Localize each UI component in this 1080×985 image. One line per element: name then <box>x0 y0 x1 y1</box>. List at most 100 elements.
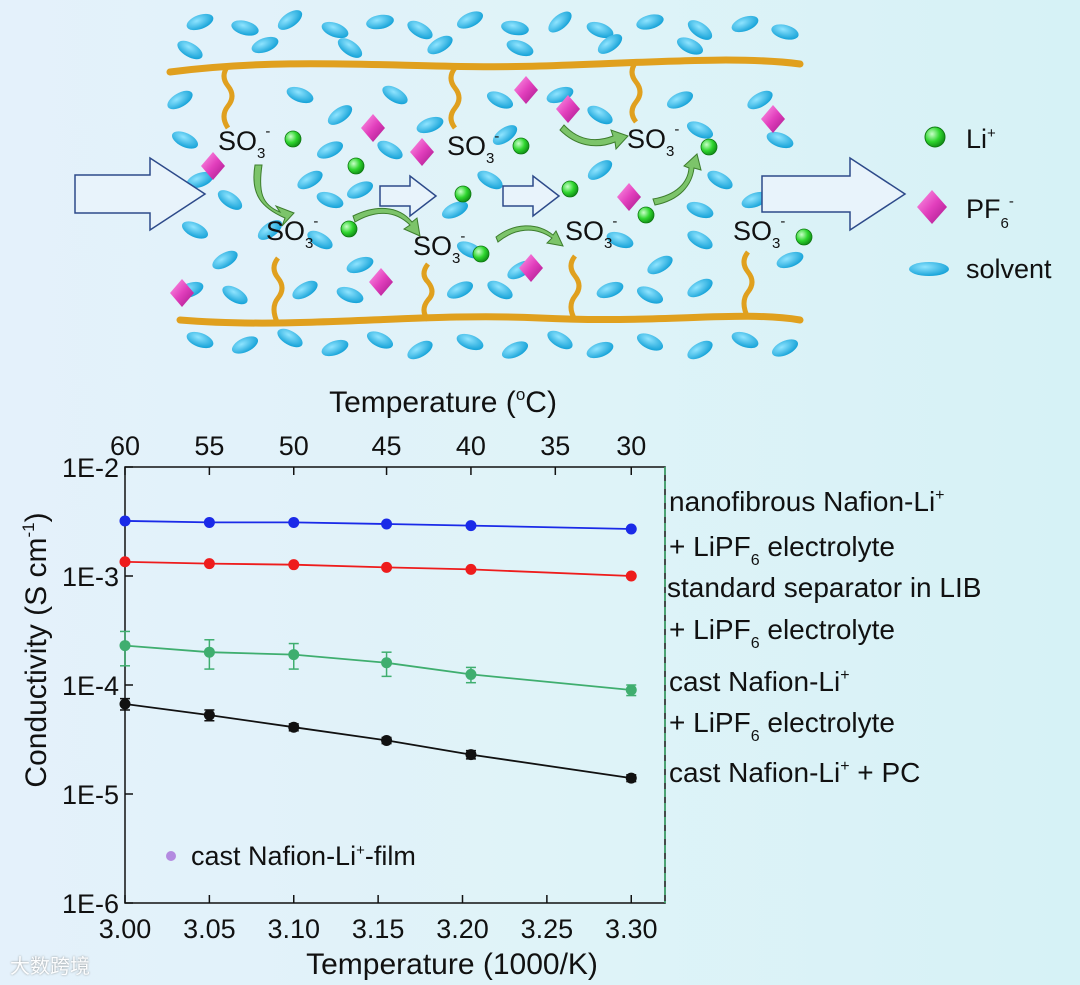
solvent-molecule <box>666 91 694 109</box>
solvent-molecule <box>747 90 773 110</box>
solvent-molecule <box>177 40 203 60</box>
lithium-ion-icon <box>512 137 530 155</box>
data-point <box>381 561 393 573</box>
series-line <box>124 560 632 577</box>
solvent-molecule <box>186 331 214 349</box>
solvent-molecule <box>382 85 408 105</box>
label-cast-line1: cast Nafion-Li+ <box>669 666 850 697</box>
x-tick-label: 3.10 <box>267 914 320 944</box>
hopping-arrow-icon <box>253 164 295 227</box>
ions <box>170 76 813 307</box>
solvent-molecule <box>492 125 518 145</box>
series-line <box>124 703 632 779</box>
data-point <box>119 640 131 652</box>
solvent-molecule <box>676 37 704 55</box>
hopping-arrow-icon <box>495 225 564 247</box>
solvent-molecule <box>687 230 713 250</box>
sulfonate-label: SO3- <box>266 213 318 252</box>
data-point <box>119 515 131 527</box>
y-axis-title: Conductivity (S cm-1) <box>19 512 53 787</box>
transport-schematic: SO3- SO3- SO3- SO3- SO3- SO3- SO3- <box>74 10 907 360</box>
solvent-molecule <box>416 116 444 134</box>
pf6-anion-icon <box>361 114 385 142</box>
solvent-molecule <box>181 221 209 239</box>
solvent-molecule <box>456 11 484 29</box>
lithium-ion-icon <box>795 228 813 246</box>
x2-tick-label: 45 <box>372 431 402 461</box>
legend-pf6-label: PF6- <box>966 193 1014 232</box>
solvent-molecule <box>731 15 759 33</box>
solvent-molecule <box>501 341 529 359</box>
solvent-molecule <box>307 230 333 250</box>
x-tick-label: 3.25 <box>521 914 574 944</box>
y-axis: 1E-2 1E-3 1E-4 1E-5 1E-6 <box>62 453 133 919</box>
solvent-molecule <box>446 281 474 299</box>
polymer-backbone-bottom <box>176 312 804 327</box>
data-point <box>203 709 215 721</box>
pf6-anion-icon <box>170 279 194 307</box>
solvent-molecule <box>222 285 248 305</box>
solvent-molecule <box>377 140 403 160</box>
solvent-molecule <box>776 251 804 269</box>
watermark: 大数跨境 <box>10 954 90 978</box>
solvent-molecule <box>231 336 259 354</box>
side-chain <box>448 66 462 130</box>
solvent-molecule <box>731 331 759 349</box>
side-chain <box>421 262 435 322</box>
data-point <box>119 698 131 710</box>
x-tick-label: 3.20 <box>436 914 489 944</box>
x2-tick-label: 35 <box>540 431 570 461</box>
flow-arrow-small-icon <box>379 174 438 218</box>
solvent-molecule <box>687 20 713 40</box>
series-1 <box>119 556 637 582</box>
solvent-molecule <box>486 91 514 109</box>
side-chain <box>568 254 582 322</box>
solvent-molecule <box>231 20 259 36</box>
solvent-molecule <box>286 86 314 104</box>
data-point <box>625 772 637 784</box>
pf6-anion-icon <box>201 152 225 180</box>
label-separator-line2: + LiPF6 electrolyte <box>669 614 895 652</box>
solvent-molecule <box>547 330 573 350</box>
data-point <box>288 721 300 733</box>
solvent-molecule <box>297 170 323 190</box>
data-point <box>381 657 393 669</box>
solvent-molecule <box>257 220 283 240</box>
solvent-molecule <box>316 141 344 159</box>
solvent-molecule <box>587 105 613 125</box>
sulfonate-label: SO3- <box>627 121 679 160</box>
sulfonate-label: SO3- <box>733 213 785 252</box>
data-point <box>625 523 637 535</box>
solvent-molecule <box>321 339 349 357</box>
solvent-molecule <box>292 280 318 300</box>
x-tick-label: 3.15 <box>352 914 405 944</box>
series-labels: nanofibrous Nafion-Li+ + LiPF6 electroly… <box>667 486 981 788</box>
label-nanofibrous-line2: + LiPF6 electrolyte <box>669 531 895 569</box>
x-axis: 3.00 3.05 3.10 3.15 3.20 3.25 3.30 <box>99 895 658 944</box>
solvent-molecule <box>501 20 529 36</box>
solvent-molecule <box>427 35 453 55</box>
solvent-molecule <box>346 181 374 199</box>
label-nanofibrous-line1: nanofibrous Nafion-Li+ <box>669 486 945 517</box>
data-point <box>119 556 131 568</box>
solvent-molecule <box>407 20 433 40</box>
side-chain <box>221 64 235 130</box>
lithium-ion-icon <box>284 130 302 148</box>
solvent-molecule <box>586 341 614 359</box>
lithium-ion-icon <box>637 206 655 224</box>
species-legend: Li+ PF6- solvent <box>909 124 1052 284</box>
flow-arrow-out-icon <box>761 156 907 232</box>
side-chain <box>271 256 285 326</box>
x2-axis-title: Temperature (oC) <box>329 385 557 419</box>
data-point <box>465 668 477 680</box>
data-point <box>203 646 215 658</box>
solvent-molecule <box>597 34 623 54</box>
solvent-molecule <box>687 278 713 298</box>
solvent-molecule <box>316 191 344 209</box>
lithium-ion-icon <box>347 157 365 175</box>
polymer-backbone-top <box>166 56 804 76</box>
conductivity-chart: Temperature (oC) 60 55 50 45 40 35 30 3.00 3.05… <box>19 385 981 981</box>
pf6-anion-icon <box>519 254 543 282</box>
side-chain <box>629 60 643 124</box>
solvent-molecule <box>167 90 193 110</box>
